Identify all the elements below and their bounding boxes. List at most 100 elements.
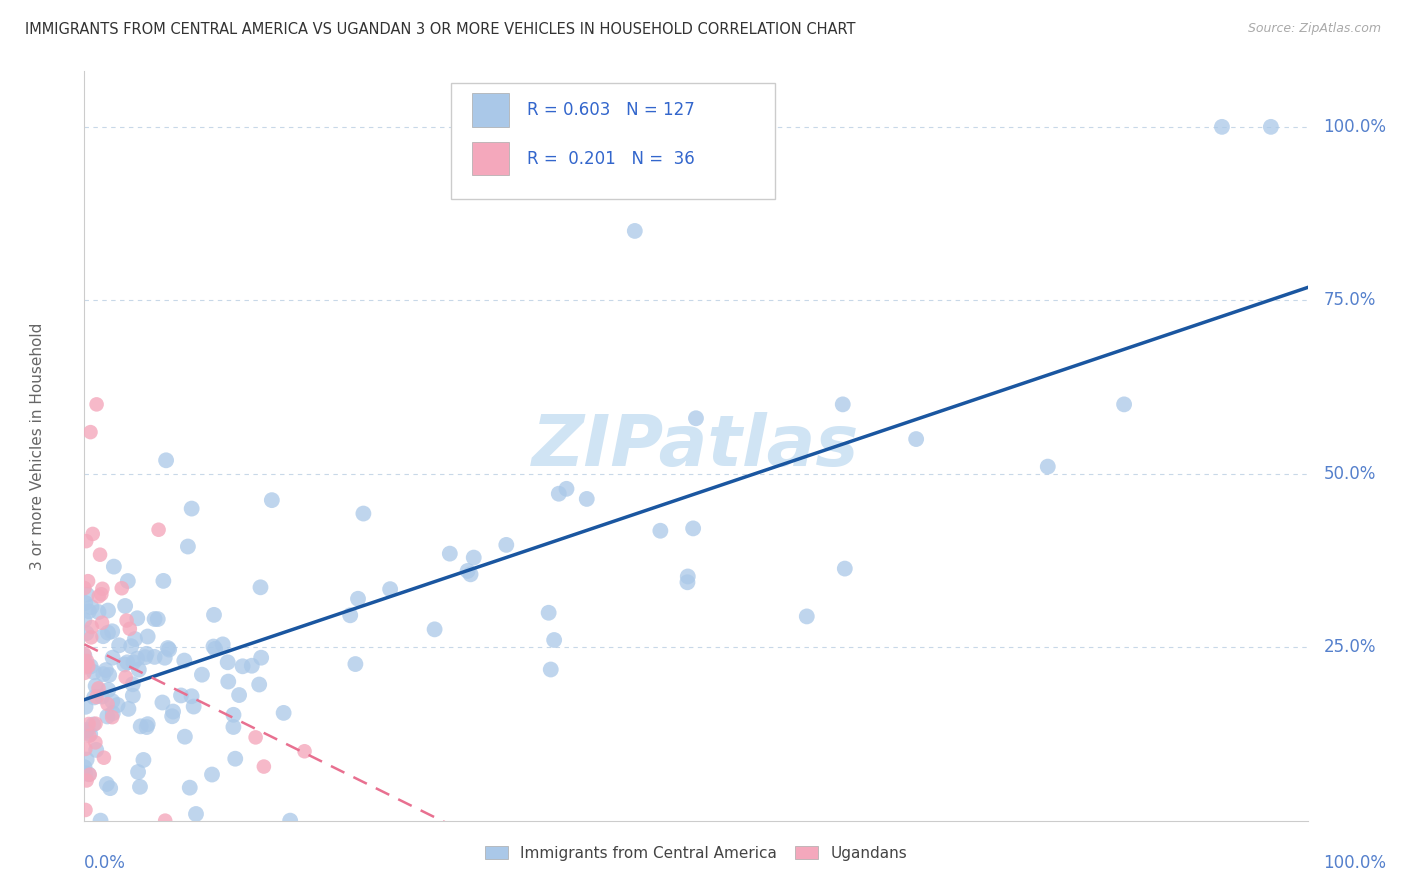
Point — [91, 582, 114, 596]
Point — [204, 641, 226, 656]
Point — [115, 614, 138, 628]
Point — [344, 657, 367, 671]
Point — [153, 814, 176, 828]
Point — [129, 719, 152, 733]
Text: ZIPatlas: ZIPatlas — [533, 411, 859, 481]
Point — [260, 493, 283, 508]
Point — [80, 659, 103, 673]
Point — [98, 781, 121, 796]
Point — [73, 760, 96, 774]
Point — [77, 717, 100, 731]
Point — [75, 724, 97, 739]
Point — [118, 622, 141, 636]
Point — [173, 730, 195, 744]
Point — [114, 599, 136, 613]
Text: 100.0%: 100.0% — [1323, 855, 1386, 872]
Point — [278, 814, 301, 828]
Point — [463, 550, 485, 565]
Point — [101, 706, 124, 721]
Text: 75.0%: 75.0% — [1323, 292, 1376, 310]
Point — [245, 731, 267, 745]
Point — [143, 612, 166, 626]
Point — [120, 639, 142, 653]
Point — [152, 696, 174, 710]
Point — [495, 538, 517, 552]
Point — [127, 764, 149, 779]
Point — [575, 491, 598, 506]
Point — [79, 727, 101, 741]
Text: 25.0%: 25.0% — [1323, 638, 1376, 657]
Text: 50.0%: 50.0% — [1323, 465, 1376, 483]
Point — [96, 697, 118, 711]
Point — [136, 630, 159, 644]
Point — [75, 596, 97, 610]
Point — [222, 720, 245, 734]
Point — [76, 773, 98, 788]
Point — [156, 641, 179, 656]
Point — [97, 682, 120, 697]
Point — [905, 432, 928, 446]
Point — [796, 609, 818, 624]
Point — [122, 656, 145, 670]
Point — [98, 668, 121, 682]
Point — [250, 650, 273, 665]
Point — [180, 501, 202, 516]
Point — [96, 777, 118, 791]
Point — [83, 690, 105, 705]
Point — [80, 631, 103, 645]
Point — [152, 574, 174, 588]
Point — [94, 663, 117, 677]
Point — [73, 649, 96, 664]
Point — [160, 709, 183, 723]
Point — [91, 629, 114, 643]
Point — [80, 600, 103, 615]
Point — [439, 547, 461, 561]
Point — [84, 735, 107, 749]
Point — [146, 612, 169, 626]
Point — [75, 803, 97, 817]
Point — [77, 604, 100, 618]
Point — [143, 649, 166, 664]
Point — [179, 780, 201, 795]
Point — [352, 507, 374, 521]
Point — [460, 567, 482, 582]
Point — [834, 561, 856, 575]
Point — [555, 482, 578, 496]
Point — [114, 670, 136, 684]
Point — [112, 657, 135, 672]
Point — [222, 707, 245, 722]
Point — [87, 681, 110, 696]
Point — [135, 647, 157, 661]
Point — [347, 591, 370, 606]
Point — [537, 606, 560, 620]
Point — [249, 580, 271, 594]
Point — [77, 659, 100, 673]
Point — [73, 613, 96, 627]
Point — [82, 717, 104, 731]
Point — [217, 655, 239, 669]
Point — [75, 534, 97, 549]
Point — [117, 656, 139, 670]
Point — [153, 650, 176, 665]
Point — [76, 626, 98, 640]
Point — [202, 640, 225, 654]
Point — [86, 690, 108, 704]
Point — [101, 710, 124, 724]
Point — [79, 729, 101, 743]
Point — [1036, 459, 1059, 474]
Point — [1260, 120, 1282, 134]
Point — [91, 615, 114, 630]
Point — [170, 689, 193, 703]
Text: 0.0%: 0.0% — [84, 855, 127, 872]
Point — [124, 632, 146, 646]
Point — [86, 397, 108, 411]
Point — [650, 524, 672, 538]
Text: IMMIGRANTS FROM CENTRAL AMERICA VS UGANDAN 3 OR MORE VEHICLES IN HOUSEHOLD CORRE: IMMIGRANTS FROM CENTRAL AMERICA VS UGAND… — [25, 22, 856, 37]
Point — [121, 689, 143, 703]
Point — [97, 625, 120, 640]
Point — [89, 548, 111, 562]
Point — [90, 587, 112, 601]
Point — [79, 425, 101, 439]
Point — [540, 663, 562, 677]
Point — [1114, 397, 1136, 411]
